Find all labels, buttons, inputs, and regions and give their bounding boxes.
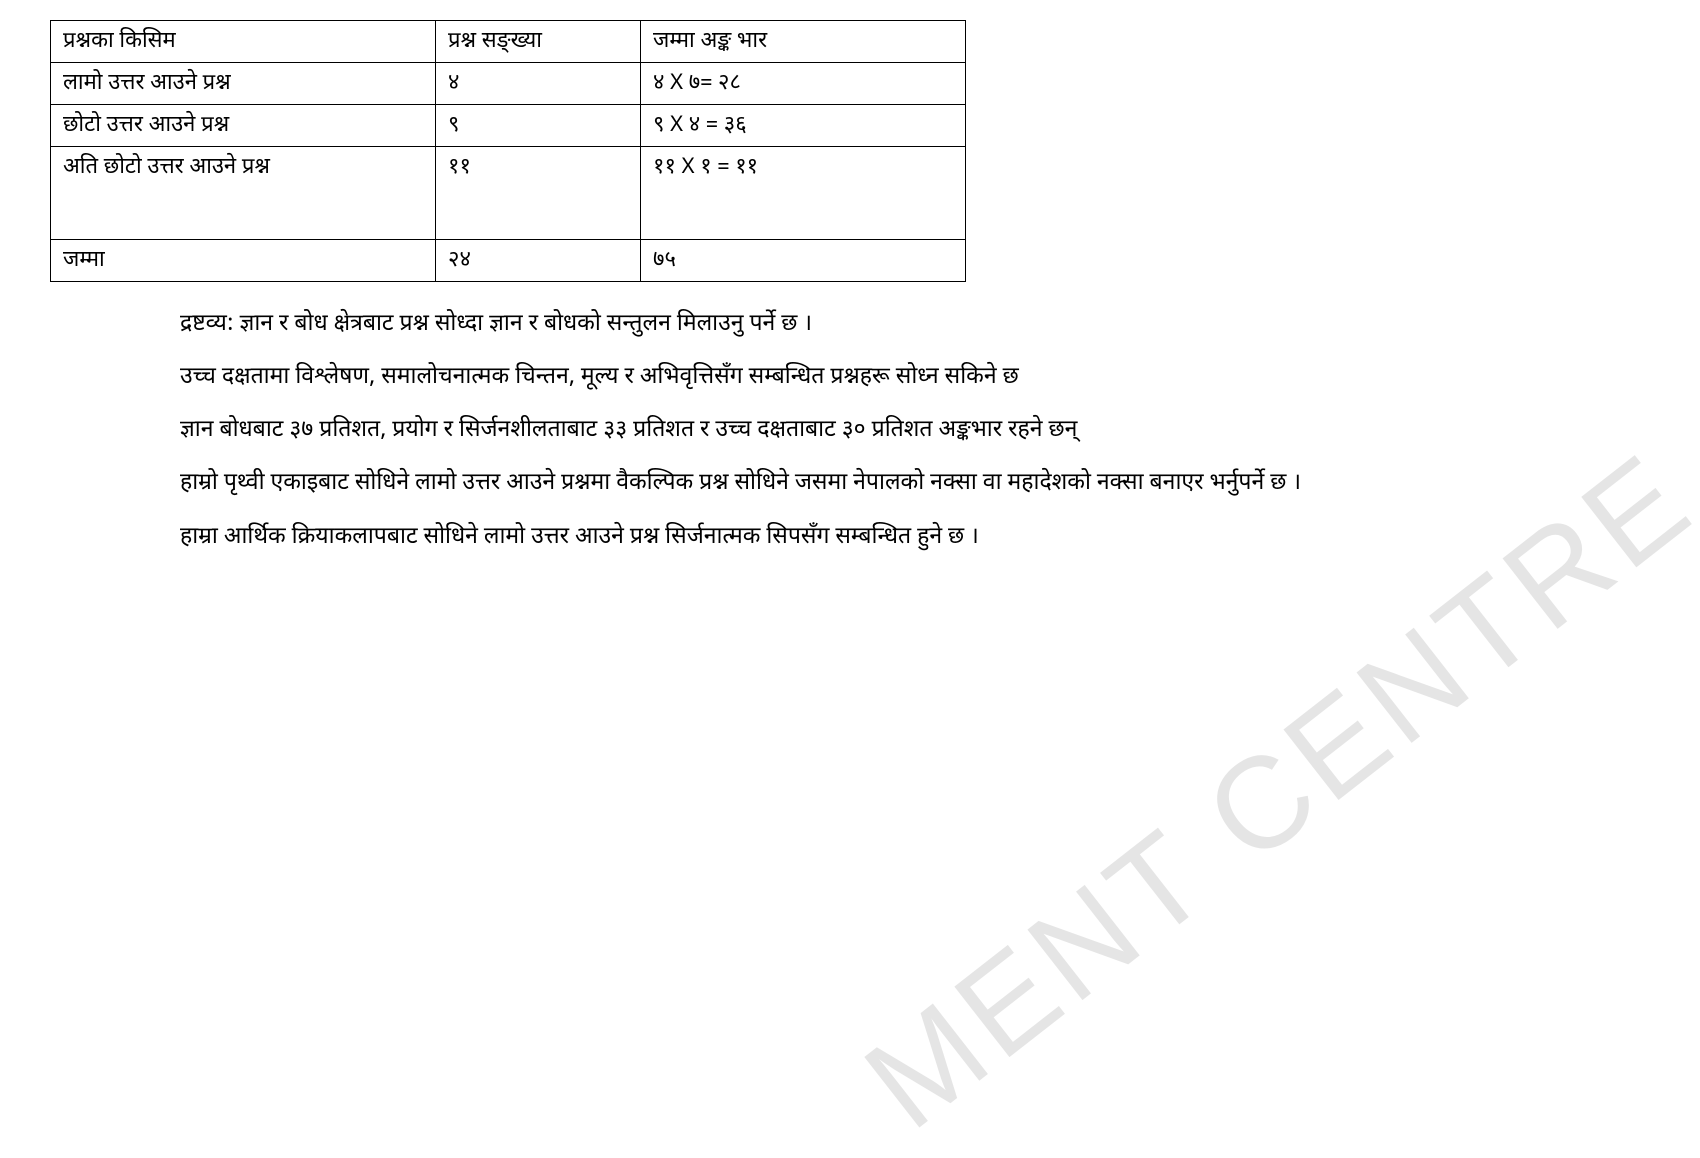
note-line: ज्ञान बोधबाट ३७ प्रतिशत, प्रयोग र सिर्जन…	[180, 408, 1600, 455]
table-header-row: प्रश्नका किसिम प्रश्न सङ्ख्या जम्मा अङ्क…	[51, 21, 966, 63]
header-cell: प्रश्न सङ्ख्या	[436, 21, 641, 63]
header-cell: प्रश्नका किसिम	[51, 21, 436, 63]
header-cell: जम्मा अङ्क भार	[641, 21, 966, 63]
table-row: अति छोटो उत्तर आउने प्रश्न ११ ११ X १ = १…	[51, 147, 966, 240]
table-cell: अति छोटो उत्तर आउने प्रश्न	[51, 147, 436, 240]
table-cell: जम्मा	[51, 240, 436, 282]
note-line: हाम्रो पृथ्वी एकाइबाट सोधिने लामो उत्तर …	[180, 461, 1600, 508]
table-row: लामो उत्तर आउने प्रश्न ४ ४ X ७= २८	[51, 63, 966, 105]
table-cell: ४	[436, 63, 641, 105]
table-cell: २४	[436, 240, 641, 282]
notes-block: द्रष्टव्य: ज्ञान र बोध क्षेत्रबाट प्रश्न…	[180, 302, 1600, 562]
page: प्रश्नका किसिम प्रश्न सङ्ख्या जम्मा अङ्क…	[0, 0, 1700, 588]
table-cell: ४ X ७= २८	[641, 63, 966, 105]
note-line: द्रष्टव्य: ज्ञान र बोध क्षेत्रबाट प्रश्न…	[180, 302, 1600, 349]
table-cell: ९	[436, 105, 641, 147]
table-cell: ९ X ४ = ३६	[641, 105, 966, 147]
question-table: प्रश्नका किसिम प्रश्न सङ्ख्या जम्मा अङ्क…	[50, 20, 966, 282]
table-row-total: जम्मा २४ ७५	[51, 240, 966, 282]
table-cell: ७५	[641, 240, 966, 282]
table-cell: ११	[436, 147, 641, 240]
table-cell: छोटो उत्तर आउने प्रश्न	[51, 105, 436, 147]
table-cell: ११ X १ = ११	[641, 147, 966, 240]
table-cell: लामो उत्तर आउने प्रश्न	[51, 63, 436, 105]
note-line: उच्च दक्षतामा विश्लेषण, समालोचनात्मक चिन…	[180, 355, 1600, 402]
table-row: छोटो उत्तर आउने प्रश्न ९ ९ X ४ = ३६	[51, 105, 966, 147]
note-line: हाम्रा आर्थिक क्रियाकलापबाट सोधिने लामो …	[180, 515, 1600, 562]
